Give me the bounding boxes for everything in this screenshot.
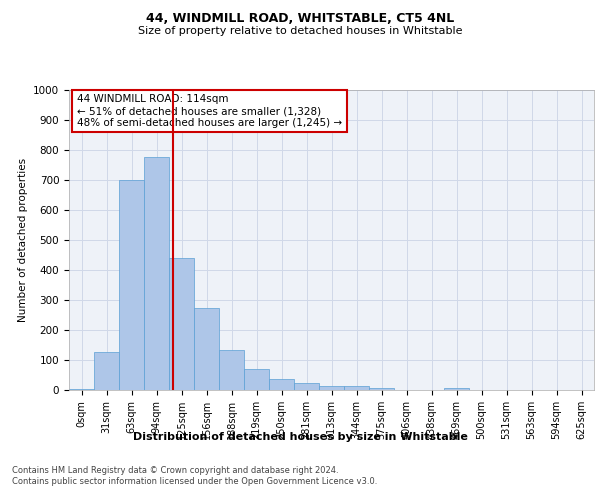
Text: 44 WINDMILL ROAD: 114sqm
← 51% of detached houses are smaller (1,328)
48% of sem: 44 WINDMILL ROAD: 114sqm ← 51% of detach… bbox=[77, 94, 342, 128]
Bar bbox=[94, 352, 119, 390]
Bar bbox=[194, 308, 219, 390]
Bar bbox=[294, 383, 319, 390]
Bar bbox=[169, 258, 194, 390]
Text: Size of property relative to detached houses in Whitstable: Size of property relative to detached ho… bbox=[138, 26, 462, 36]
Bar bbox=[344, 386, 369, 390]
Bar bbox=[319, 386, 344, 390]
Bar bbox=[444, 388, 469, 390]
Bar bbox=[219, 350, 244, 390]
Bar bbox=[244, 369, 269, 390]
Text: Contains public sector information licensed under the Open Government Licence v3: Contains public sector information licen… bbox=[12, 477, 377, 486]
Bar bbox=[369, 388, 394, 390]
Text: Contains HM Land Registry data © Crown copyright and database right 2024.: Contains HM Land Registry data © Crown c… bbox=[12, 466, 338, 475]
Y-axis label: Number of detached properties: Number of detached properties bbox=[17, 158, 28, 322]
Text: Distribution of detached houses by size in Whitstable: Distribution of detached houses by size … bbox=[133, 432, 467, 442]
Text: 44, WINDMILL ROAD, WHITSTABLE, CT5 4NL: 44, WINDMILL ROAD, WHITSTABLE, CT5 4NL bbox=[146, 12, 454, 26]
Bar bbox=[69, 388, 94, 390]
Bar bbox=[269, 378, 294, 390]
Bar bbox=[119, 180, 144, 390]
Bar bbox=[144, 156, 169, 390]
